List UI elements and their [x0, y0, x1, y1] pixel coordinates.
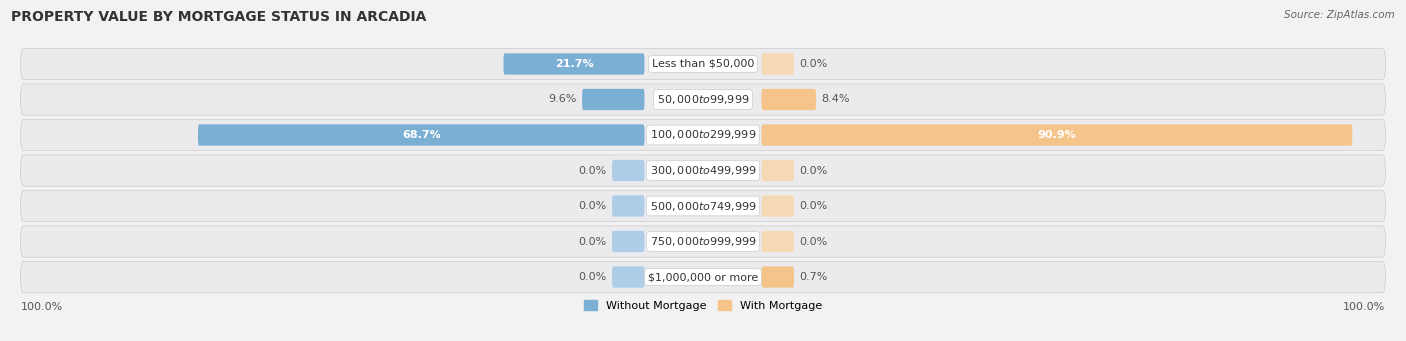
Text: 0.0%: 0.0% [799, 237, 828, 247]
FancyBboxPatch shape [21, 262, 1385, 293]
Text: 90.9%: 90.9% [1038, 130, 1076, 140]
FancyBboxPatch shape [612, 160, 644, 181]
FancyBboxPatch shape [21, 119, 1385, 151]
Text: 0.0%: 0.0% [578, 272, 607, 282]
Text: 9.6%: 9.6% [548, 94, 576, 104]
Text: PROPERTY VALUE BY MORTGAGE STATUS IN ARCADIA: PROPERTY VALUE BY MORTGAGE STATUS IN ARC… [11, 10, 426, 24]
FancyBboxPatch shape [762, 89, 815, 110]
Text: 0.0%: 0.0% [799, 59, 828, 69]
Text: $50,000 to $99,999: $50,000 to $99,999 [657, 93, 749, 106]
Text: $300,000 to $499,999: $300,000 to $499,999 [650, 164, 756, 177]
FancyBboxPatch shape [762, 231, 794, 252]
Text: 0.0%: 0.0% [578, 165, 607, 176]
FancyBboxPatch shape [612, 266, 644, 288]
Text: Less than $50,000: Less than $50,000 [652, 59, 754, 69]
FancyBboxPatch shape [21, 155, 1385, 186]
FancyBboxPatch shape [198, 124, 644, 146]
Text: $750,000 to $999,999: $750,000 to $999,999 [650, 235, 756, 248]
Text: 21.7%: 21.7% [555, 59, 593, 69]
FancyBboxPatch shape [21, 48, 1385, 79]
Text: 0.0%: 0.0% [799, 165, 828, 176]
Text: 0.0%: 0.0% [578, 201, 607, 211]
FancyBboxPatch shape [762, 266, 794, 288]
FancyBboxPatch shape [762, 53, 794, 75]
FancyBboxPatch shape [762, 160, 794, 181]
FancyBboxPatch shape [762, 195, 794, 217]
Text: 100.0%: 100.0% [1343, 302, 1385, 312]
Text: $1,000,000 or more: $1,000,000 or more [648, 272, 758, 282]
Text: 68.7%: 68.7% [402, 130, 440, 140]
Text: 100.0%: 100.0% [21, 302, 63, 312]
FancyBboxPatch shape [503, 53, 644, 75]
FancyBboxPatch shape [762, 124, 1353, 146]
Text: 0.0%: 0.0% [578, 237, 607, 247]
FancyBboxPatch shape [21, 226, 1385, 257]
Legend: Without Mortgage, With Mortgage: Without Mortgage, With Mortgage [579, 296, 827, 315]
Text: $500,000 to $749,999: $500,000 to $749,999 [650, 199, 756, 212]
FancyBboxPatch shape [612, 195, 644, 217]
FancyBboxPatch shape [582, 89, 644, 110]
Text: 8.4%: 8.4% [821, 94, 849, 104]
FancyBboxPatch shape [21, 190, 1385, 222]
Text: $100,000 to $299,999: $100,000 to $299,999 [650, 129, 756, 142]
Text: 0.7%: 0.7% [799, 272, 828, 282]
FancyBboxPatch shape [612, 231, 644, 252]
Text: Source: ZipAtlas.com: Source: ZipAtlas.com [1284, 10, 1395, 20]
FancyBboxPatch shape [21, 84, 1385, 115]
Text: 0.0%: 0.0% [799, 201, 828, 211]
